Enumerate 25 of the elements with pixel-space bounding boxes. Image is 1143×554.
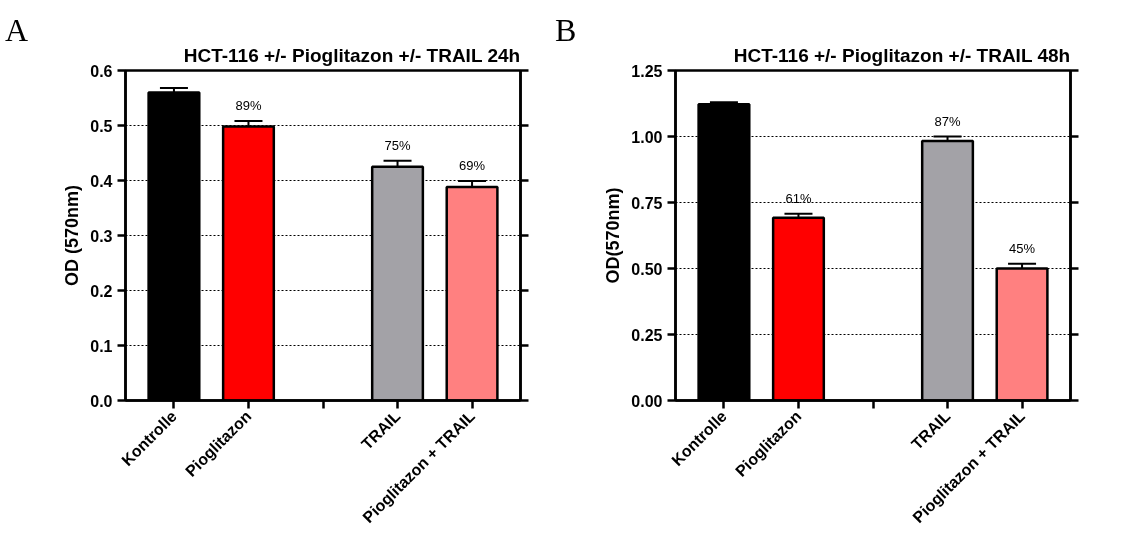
chart-title: HCT-116 +/- Pioglitazon +/- TRAIL 24h xyxy=(183,44,521,66)
y-tick-label: 0.2 xyxy=(90,282,113,300)
text: B xyxy=(555,11,577,50)
y-tick-label: 0.50 xyxy=(631,260,663,278)
chart-title: HCT-116 +/- Pioglitazon +/- TRAIL 48h xyxy=(733,44,1071,66)
annotation: 89% xyxy=(235,98,262,114)
y-tick-label: 1.25 xyxy=(631,62,663,80)
annotation: 75% xyxy=(384,137,411,153)
y-tick-label: 0.6 xyxy=(90,62,113,80)
y-tick-label: 0.5 xyxy=(90,117,113,135)
y-axis-title: OD(570nm) xyxy=(603,187,624,284)
y-axis-title: OD (570nm) xyxy=(62,184,83,287)
y-tick-label: 0.25 xyxy=(631,326,663,344)
y-tick-label: 0.4 xyxy=(90,172,113,190)
annotation: 61% xyxy=(785,190,812,206)
y-tick-label: 0.75 xyxy=(631,194,663,212)
y-tick-label: 1.00 xyxy=(631,128,663,146)
annotation: 45% xyxy=(1009,240,1036,256)
y-tick-label: 0.0 xyxy=(90,392,113,410)
text: A xyxy=(5,11,29,50)
annotation: 87% xyxy=(934,113,961,129)
y-tick-label: 0.00 xyxy=(631,392,663,410)
y-tick-label: 0.1 xyxy=(90,337,113,355)
y-tick-label: 0.3 xyxy=(90,227,113,245)
annotation: 69% xyxy=(459,158,486,174)
